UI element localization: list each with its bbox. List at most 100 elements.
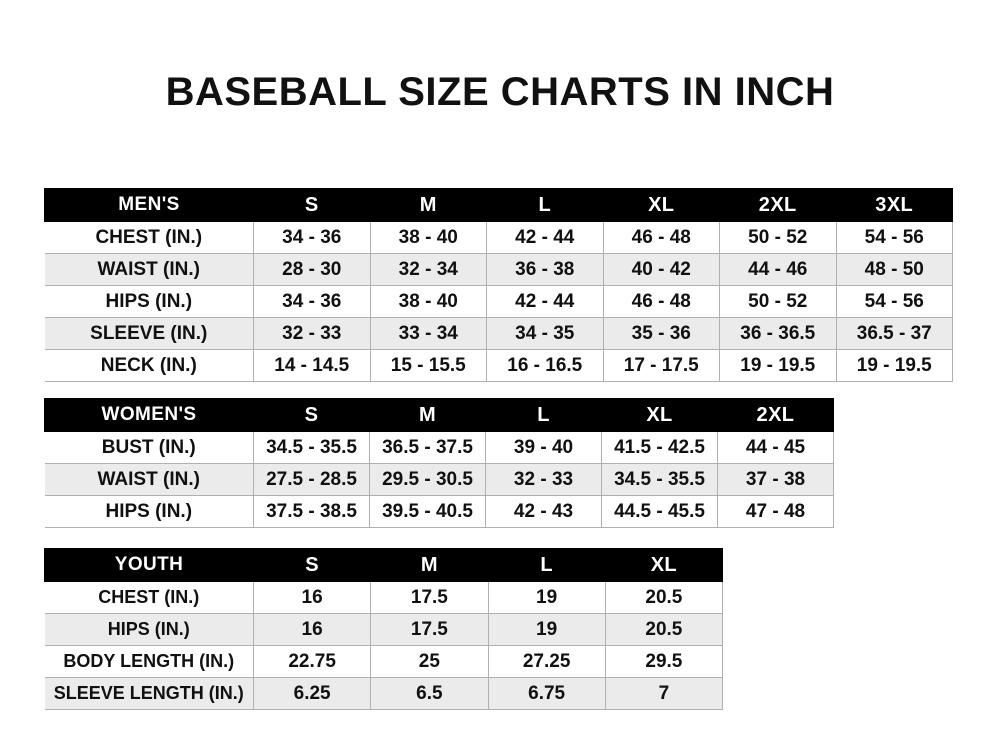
table-cell: 34 - 35 bbox=[486, 317, 604, 350]
table-cell: 39 - 40 bbox=[485, 431, 602, 464]
table-cell: 6.75 bbox=[487, 677, 606, 710]
table-cell: 42 - 44 bbox=[486, 221, 604, 254]
womens-size-header-2xl: 2XL bbox=[717, 398, 834, 432]
table-cell: 37.5 - 38.5 bbox=[253, 495, 370, 528]
table-cell: 22.75 bbox=[252, 645, 372, 678]
table-cell: 17.5 bbox=[370, 581, 489, 614]
table-cell: 42 - 43 bbox=[485, 495, 602, 528]
row-label: CHEST (IN.) bbox=[44, 221, 254, 254]
youth-size-header-xl: XL bbox=[604, 548, 724, 582]
womens-size-header-xl: XL bbox=[601, 398, 718, 432]
mens-size-header-m: M bbox=[369, 188, 487, 222]
table-cell: 34 - 36 bbox=[253, 285, 371, 318]
table-cell: 44 - 46 bbox=[719, 253, 837, 286]
table-cell: 36.5 - 37.5 bbox=[369, 431, 486, 464]
table-cell: 29.5 - 30.5 bbox=[369, 463, 486, 496]
table-cell: 19 bbox=[487, 581, 606, 614]
table-cell: 32 - 33 bbox=[253, 317, 371, 350]
table-cell: 46 - 48 bbox=[602, 285, 720, 318]
row-label: NECK (IN.) bbox=[44, 349, 254, 382]
table-cell: 36 - 38 bbox=[486, 253, 604, 286]
table-cell: 17.5 bbox=[370, 613, 489, 646]
table-cell: 32 - 34 bbox=[369, 253, 487, 286]
table-cell: 39.5 - 40.5 bbox=[369, 495, 486, 528]
table-cell: 38 - 40 bbox=[369, 285, 487, 318]
row-label: BODY LENGTH (IN.) bbox=[44, 645, 254, 678]
table-cell: 27.25 bbox=[487, 645, 606, 678]
table-header-row: WOMEN'S S M L XL 2XL bbox=[44, 398, 834, 432]
womens-size-header-s: S bbox=[253, 398, 370, 432]
table-cell: 33 - 34 bbox=[369, 317, 487, 350]
youth-corner-label: YOUTH bbox=[44, 548, 254, 582]
mens-size-header-3xl: 3XL bbox=[835, 188, 953, 222]
table-cell: 34.5 - 35.5 bbox=[253, 431, 370, 464]
table-row: HIPS (IN.) 37.5 - 38.5 39.5 - 40.5 42 - … bbox=[44, 495, 834, 528]
table-row: WAIST (IN.) 27.5 - 28.5 29.5 - 30.5 32 -… bbox=[44, 463, 834, 496]
table-row: BUST (IN.) 34.5 - 35.5 36.5 - 37.5 39 - … bbox=[44, 431, 834, 464]
table-cell: 38 - 40 bbox=[369, 221, 487, 254]
table-row: HIPS (IN.) 16 17.5 19 20.5 bbox=[44, 613, 724, 646]
mens-size-header-l: L bbox=[486, 188, 604, 222]
table-cell: 14 - 14.5 bbox=[253, 349, 371, 382]
table-cell: 36 - 36.5 bbox=[719, 317, 837, 350]
youth-size-header-s: S bbox=[252, 548, 372, 582]
table-cell: 44.5 - 45.5 bbox=[601, 495, 718, 528]
table-cell: 6.25 bbox=[252, 677, 372, 710]
row-label: WAIST (IN.) bbox=[44, 253, 254, 286]
table-cell: 19 bbox=[487, 613, 606, 646]
table-cell: 17 - 17.5 bbox=[602, 349, 720, 382]
table-cell: 48 - 50 bbox=[835, 253, 953, 286]
womens-corner-label: WOMEN'S bbox=[44, 398, 254, 432]
table-cell: 47 - 48 bbox=[717, 495, 834, 528]
table-header-row: MEN'S S M L XL 2XL 3XL bbox=[44, 188, 953, 222]
table-cell: 50 - 52 bbox=[719, 221, 837, 254]
table-cell: 27.5 - 28.5 bbox=[253, 463, 370, 496]
table-cell: 19 - 19.5 bbox=[835, 349, 953, 382]
table-row: CHEST (IN.) 16 17.5 19 20.5 bbox=[44, 581, 724, 614]
table-cell: 54 - 56 bbox=[835, 221, 953, 254]
row-label: WAIST (IN.) bbox=[44, 463, 254, 496]
youth-size-header-m: M bbox=[370, 548, 489, 582]
table-cell: 15 - 15.5 bbox=[369, 349, 487, 382]
mens-size-header-s: S bbox=[253, 188, 371, 222]
table-cell: 44 - 45 bbox=[717, 431, 834, 464]
row-label: HIPS (IN.) bbox=[44, 495, 254, 528]
table-header-row: YOUTH S M L XL bbox=[44, 548, 724, 582]
page-title: BASEBALL SIZE CHARTS IN INCH bbox=[165, 70, 835, 114]
table-row: BODY LENGTH (IN.) 22.75 25 27.25 29.5 bbox=[44, 645, 724, 678]
table-row: WAIST (IN.) 28 - 30 32 - 34 36 - 38 40 -… bbox=[44, 253, 953, 286]
row-label: CHEST (IN.) bbox=[44, 581, 254, 614]
table-cell: 34 - 36 bbox=[253, 221, 371, 254]
row-label: HIPS (IN.) bbox=[44, 613, 254, 646]
table-row: NECK (IN.) 14 - 14.5 15 - 15.5 16 - 16.5… bbox=[44, 349, 953, 382]
row-label: SLEEVE (IN.) bbox=[44, 317, 254, 350]
table-cell: 41.5 - 42.5 bbox=[601, 431, 718, 464]
table-cell: 16 bbox=[252, 613, 372, 646]
mens-size-table: MEN'S S M L XL 2XL 3XL CHEST (IN.) 34 - … bbox=[44, 188, 953, 382]
table-cell: 35 - 36 bbox=[602, 317, 720, 350]
table-cell: 40 - 42 bbox=[602, 253, 720, 286]
table-row: SLEEVE LENGTH (IN.) 6.25 6.5 6.75 7 bbox=[44, 677, 724, 710]
womens-size-header-l: L bbox=[485, 398, 602, 432]
row-label: BUST (IN.) bbox=[44, 431, 254, 464]
table-cell: 50 - 52 bbox=[719, 285, 837, 318]
row-label: SLEEVE LENGTH (IN.) bbox=[44, 677, 254, 710]
youth-size-table: YOUTH S M L XL CHEST (IN.) 16 17.5 19 20… bbox=[44, 548, 724, 710]
table-cell: 19 - 19.5 bbox=[719, 349, 837, 382]
table-cell: 32 - 33 bbox=[485, 463, 602, 496]
womens-size-table: WOMEN'S S M L XL 2XL BUST (IN.) 34.5 - 3… bbox=[44, 398, 834, 528]
table-cell: 36.5 - 37 bbox=[835, 317, 953, 350]
table-cell: 54 - 56 bbox=[835, 285, 953, 318]
table-cell: 46 - 48 bbox=[602, 221, 720, 254]
table-cell: 34.5 - 35.5 bbox=[601, 463, 718, 496]
table-cell: 28 - 30 bbox=[253, 253, 371, 286]
table-cell: 6.5 bbox=[370, 677, 489, 710]
mens-corner-label: MEN'S bbox=[44, 188, 254, 222]
table-cell: 37 - 38 bbox=[717, 463, 834, 496]
table-cell: 20.5 bbox=[604, 613, 724, 646]
youth-size-header-l: L bbox=[487, 548, 606, 582]
table-row: HIPS (IN.) 34 - 36 38 - 40 42 - 44 46 - … bbox=[44, 285, 953, 318]
table-row: SLEEVE (IN.) 32 - 33 33 - 34 34 - 35 35 … bbox=[44, 317, 953, 350]
mens-size-header-xl: XL bbox=[602, 188, 720, 222]
